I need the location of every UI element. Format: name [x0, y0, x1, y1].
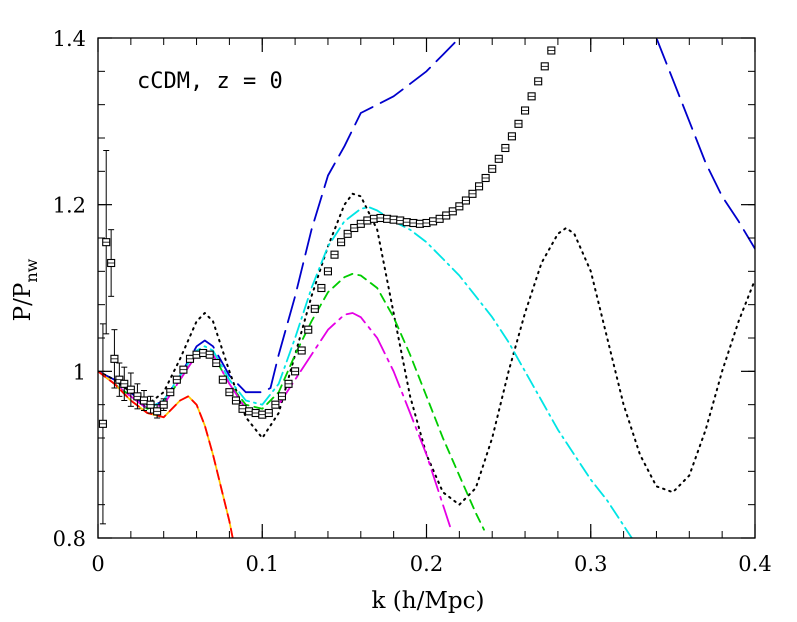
- x-tick-label: 0.3: [574, 552, 607, 576]
- y-tick-label: 1.4: [53, 27, 86, 51]
- x-tick-label: 0: [91, 552, 104, 576]
- y-axis-label-base: P/P: [10, 283, 36, 322]
- y-tick-label: 1: [73, 360, 86, 384]
- x-tick-label: 0.2: [410, 552, 443, 576]
- series-line-1: [98, 38, 755, 410]
- x-tick-label: 0.1: [246, 552, 279, 576]
- y-tick-label: 1.2: [53, 194, 86, 218]
- series-line-7: [98, 370, 234, 538]
- series-line-2: [98, 192, 755, 506]
- ticks-layer: 0 0.1 0.2 0.3 0.4 0.8 1 1.2 1.4: [53, 27, 772, 576]
- data-points-layer: [98, 46, 556, 525]
- y-tick-label: 0.8: [53, 527, 86, 551]
- series-line-3: [98, 206, 633, 538]
- series-line-4: [98, 272, 485, 531]
- series-line-5: [98, 312, 452, 531]
- y-axis-label: P/Pnw: [10, 258, 41, 321]
- plot-annotation: cCDM, z = 0: [137, 69, 283, 94]
- plot-frame: [97, 37, 756, 539]
- y-axis-label-subscript: nw: [22, 258, 41, 282]
- x-axis-label: k (h/Mpc): [372, 588, 485, 614]
- x-tick-label: 0.4: [738, 552, 771, 576]
